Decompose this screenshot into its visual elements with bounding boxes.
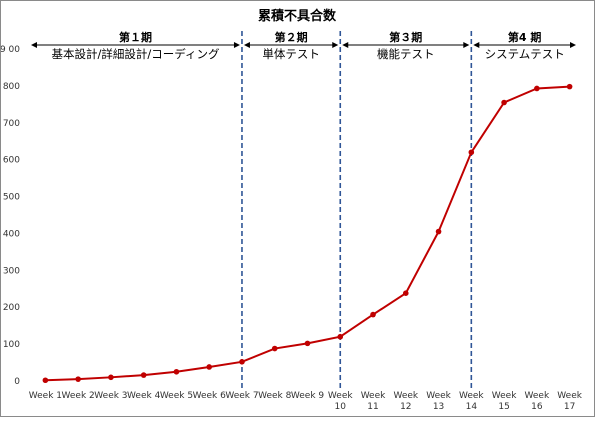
phase-arrow-right-head	[332, 42, 339, 48]
x-tick-label: Week 10	[328, 391, 353, 412]
data-point	[534, 85, 540, 92]
data-point	[140, 372, 147, 378]
x-tick-label: Week 14	[459, 391, 484, 412]
y-tick-label: 400	[3, 229, 20, 239]
data-point	[271, 345, 278, 352]
x-tick-label: Week 5	[160, 391, 193, 401]
chart-title: 累積不具合数	[258, 8, 337, 24]
data-point	[173, 368, 180, 375]
phase-arrow-left-head	[243, 42, 250, 48]
y-tick-label: 700	[3, 119, 20, 129]
y-tick-label: 600	[3, 156, 20, 166]
y-tick-label: 100	[3, 340, 20, 350]
phase-name-label: 第１期	[119, 30, 152, 44]
phase-name-label: 第4 期	[508, 30, 541, 44]
x-axis: Week 1 Week 2 Week 3 Week 4 Week 5 Week 6 Week…	[29, 391, 583, 412]
phase-description-label: システムテスト	[485, 47, 565, 61]
phase-description-label: 単体テスト	[262, 47, 320, 61]
data-point	[370, 311, 376, 318]
x-tick-label: Week 13	[426, 391, 451, 412]
data-point	[501, 99, 507, 106]
phase-arrow-right-head	[233, 42, 240, 48]
y-tick-label: 9 00	[1, 45, 20, 55]
data-point	[566, 83, 573, 90]
phase-arrow-right-head	[570, 42, 576, 48]
x-tick-label: Week 4	[127, 391, 161, 401]
y-tick-label: 500	[3, 193, 20, 203]
phase-description-label: 機能テスト	[377, 47, 435, 61]
phase-arrow-left-head	[342, 42, 349, 48]
x-tick-label: Week 17	[557, 391, 582, 412]
x-tick-label: Week 16	[525, 391, 550, 412]
x-tick-label: Week 15	[492, 391, 517, 412]
phase-description-label: 基本設計/詳細設計/コーディング	[52, 47, 220, 61]
series-line	[45, 85, 570, 382]
y-tick-label: 0	[14, 377, 20, 387]
y-tick-label: 300	[3, 266, 20, 276]
data-point	[304, 340, 311, 347]
y-tick-label: 200	[3, 303, 20, 313]
x-tick-label: Week 1	[29, 391, 62, 401]
phase-name-label: 第２期	[275, 30, 308, 44]
x-tick-label: Week 7	[225, 391, 258, 401]
phase-name-label: 第３期	[389, 30, 422, 44]
data-point	[206, 364, 213, 370]
y-axis: 0 100 200 300 400 500 600 700 800 9 00	[0, 45, 20, 387]
x-tick-label: Week 6	[193, 391, 227, 401]
series-layer	[42, 83, 573, 384]
x-tick-label: Week 3	[94, 391, 127, 401]
x-tick-label: Week 8	[258, 391, 292, 401]
phase-arrow-left-head	[473, 42, 480, 48]
x-tick-label: Week 9	[291, 391, 325, 401]
data-point	[435, 228, 442, 235]
phase-arrow-right-head	[463, 42, 470, 48]
data-point	[239, 359, 245, 365]
phase-arrow-left-head	[31, 42, 37, 48]
x-tick-label: Week 12	[393, 391, 418, 412]
data-point	[75, 376, 81, 382]
data-point	[42, 377, 49, 384]
y-tick-label: 800	[3, 82, 20, 92]
data-point	[402, 290, 409, 297]
x-tick-label: Week 11	[361, 391, 386, 412]
data-point	[108, 374, 114, 381]
data-point	[468, 149, 475, 156]
x-tick-label: Week 2	[62, 391, 95, 401]
phase-dividers	[241, 31, 473, 391]
data-point	[337, 333, 344, 340]
